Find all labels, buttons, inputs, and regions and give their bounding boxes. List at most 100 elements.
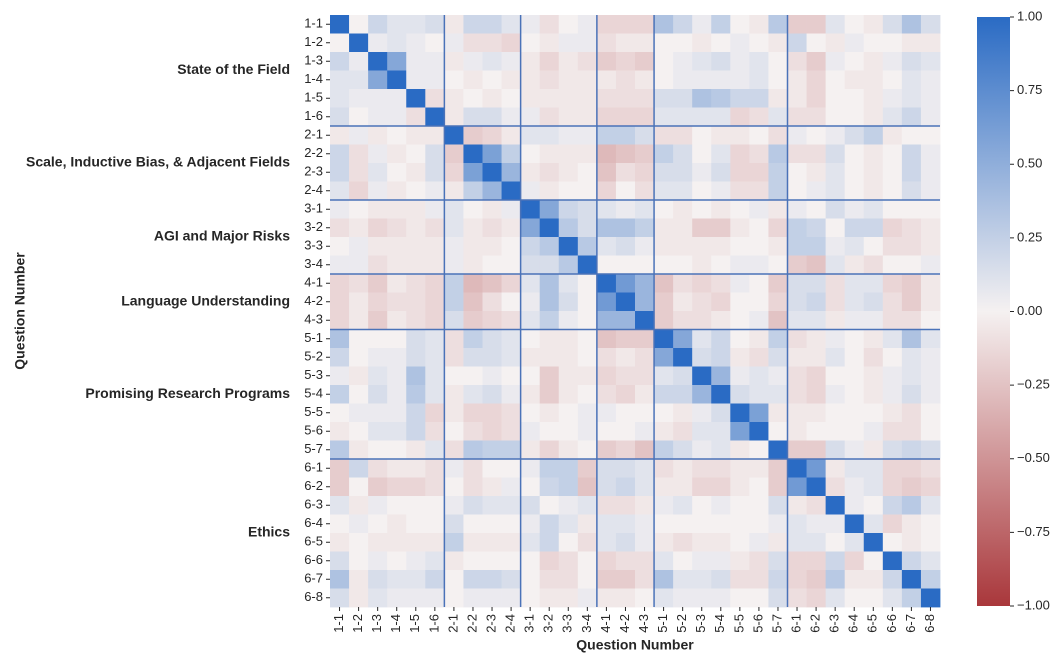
heatmap-cell <box>749 89 769 108</box>
heatmap-cell <box>825 551 846 571</box>
heatmap-cell <box>615 218 636 238</box>
heatmap-cell <box>654 551 674 571</box>
heatmap-cell <box>882 403 903 423</box>
heatmap-cell <box>387 255 407 275</box>
heatmap-cell <box>558 70 579 90</box>
y-tick-label: 3-1 <box>304 201 323 216</box>
heatmap-cell <box>635 496 655 515</box>
heatmap-cell <box>863 181 884 201</box>
heatmap-cell <box>901 33 922 53</box>
heatmap-cell <box>882 33 903 53</box>
heatmap-cell <box>787 440 807 460</box>
heatmap-cell <box>501 440 522 460</box>
y-tick-label: 1-4 <box>304 71 323 86</box>
heatmap-cell <box>749 533 769 552</box>
y-tick-label: 5-4 <box>304 386 323 401</box>
heatmap-cell <box>768 366 788 386</box>
heatmap-cell <box>577 292 598 312</box>
heatmap-cell <box>920 274 941 293</box>
heatmap-cell <box>749 514 769 534</box>
heatmap-cell <box>425 366 445 386</box>
heatmap-cell <box>920 237 941 256</box>
heatmap-cell <box>635 533 655 552</box>
group-label: AGI and Major Risks <box>154 228 290 244</box>
heatmap-cell <box>825 385 846 404</box>
heatmap-cell <box>711 422 731 441</box>
heatmap-cell <box>673 496 693 515</box>
heatmap-cell <box>901 533 922 552</box>
heatmap-cell <box>577 551 598 571</box>
heatmap-cell <box>844 126 865 145</box>
heatmap-cell <box>673 403 693 423</box>
heatmap-cell <box>692 163 712 182</box>
heatmap-cell <box>463 52 483 71</box>
heatmap-cell <box>654 126 674 145</box>
heatmap-cell <box>711 440 731 460</box>
heatmap-cell <box>349 70 369 90</box>
heatmap-cell <box>406 52 426 71</box>
heatmap-cell <box>654 218 674 238</box>
heatmap-cell <box>806 107 827 127</box>
heatmap-cell <box>482 459 502 478</box>
heatmap-cell <box>901 70 922 90</box>
x-tick-label: 5-4 <box>712 614 727 633</box>
heatmap-cell <box>692 144 712 164</box>
heatmap-cell <box>635 588 655 608</box>
y-tick-label: 6-4 <box>304 515 323 530</box>
heatmap-cell <box>749 551 769 571</box>
heatmap-cell <box>749 126 769 145</box>
heatmap-cell <box>654 514 674 534</box>
y-tick-label: 5-2 <box>304 349 323 364</box>
heatmap-cell <box>501 588 522 608</box>
heatmap-cell <box>711 33 731 53</box>
heatmap-cell <box>920 255 941 275</box>
x-tick-label: 6-3 <box>827 614 842 633</box>
heatmap-cell <box>673 292 693 312</box>
heatmap-cell <box>558 366 579 386</box>
heatmap-cell <box>482 237 502 256</box>
heatmap-cell <box>749 200 769 219</box>
heatmap-cell <box>920 311 941 330</box>
heatmap-cell <box>539 107 560 127</box>
heatmap-cell <box>730 496 750 515</box>
heatmap-cell <box>825 403 846 423</box>
heatmap-cell <box>444 311 464 330</box>
heatmap-cell <box>349 107 369 127</box>
heatmap-cell <box>863 255 884 275</box>
heatmap-cell <box>844 107 865 127</box>
heatmap-cell <box>863 200 884 219</box>
heatmap-cell <box>806 366 827 386</box>
heatmap-cell <box>844 533 865 552</box>
heatmap-cell <box>577 126 598 145</box>
heatmap-cell <box>730 477 750 497</box>
heatmap-cell <box>920 366 941 386</box>
heatmap-cell <box>425 348 445 367</box>
heatmap-cell <box>330 89 350 108</box>
heatmap-cell <box>387 163 407 182</box>
heatmap-cell <box>330 311 350 330</box>
heatmap-cell <box>749 366 769 386</box>
heatmap-cell <box>635 311 655 330</box>
heatmap-cell <box>615 551 636 571</box>
heatmap-cell <box>596 477 617 497</box>
heatmap-cell <box>444 588 464 608</box>
heatmap-cell <box>406 366 426 386</box>
heatmap-cell <box>444 366 464 386</box>
heatmap-cell <box>539 181 560 201</box>
heatmap-cell <box>463 422 483 441</box>
heatmap-cell <box>768 274 788 293</box>
heatmap-cell <box>844 15 865 34</box>
heatmap-cell <box>863 218 884 238</box>
heatmap-cell <box>368 422 388 441</box>
heatmap-cell <box>596 15 617 34</box>
heatmap-cell <box>558 237 579 256</box>
heatmap-cell <box>844 163 865 182</box>
heatmap-cell <box>330 366 350 386</box>
heatmap-cell <box>482 533 502 552</box>
heatmap-cell <box>577 422 598 441</box>
heatmap-cell <box>444 33 464 53</box>
heatmap-cell <box>368 551 388 571</box>
heatmap-cell <box>901 52 922 71</box>
heatmap-cell <box>825 33 846 53</box>
heatmap-cell <box>539 311 560 330</box>
